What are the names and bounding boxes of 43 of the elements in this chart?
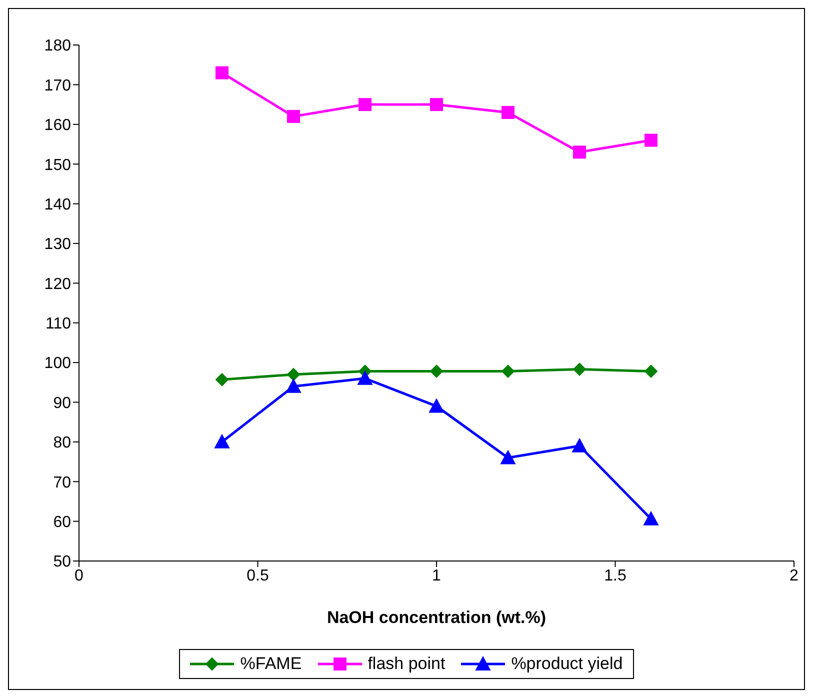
x-axis-title: NaOH concentration (wt.%) — [326, 608, 546, 627]
x-tick-label: 0.5 — [246, 567, 269, 584]
y-tick-label: 100 — [44, 355, 72, 372]
y-tick-label: 150 — [44, 156, 72, 174]
y-tick-label: 180 — [44, 38, 72, 55]
y-tick-label: 80 — [53, 434, 72, 452]
point — [500, 450, 516, 464]
point — [644, 511, 658, 526]
point — [286, 378, 301, 393]
point — [216, 373, 228, 386]
legend-label: %FAME — [240, 654, 302, 674]
legend-label: %product yield — [511, 654, 623, 674]
y-tick-label: 90 — [53, 394, 72, 412]
point — [502, 364, 514, 378]
y-tick-label: 160 — [44, 117, 72, 134]
point — [572, 438, 587, 452]
y-tick-label: 170 — [44, 77, 72, 94]
point — [358, 98, 372, 112]
x-tick-label: 0 — [74, 567, 84, 584]
point — [430, 98, 443, 112]
x-tick-label: 1 — [432, 567, 442, 584]
y-tick-label: 130 — [44, 236, 72, 254]
point — [287, 110, 300, 123]
legend-label: flash point — [368, 654, 446, 674]
x-tick-label: 2 — [790, 567, 799, 584]
point — [573, 146, 586, 159]
point — [644, 134, 658, 147]
point — [429, 398, 444, 413]
point — [214, 434, 230, 448]
y-tick-label: 50 — [53, 554, 72, 571]
point — [287, 368, 300, 381]
y-tick-label: 120 — [44, 276, 72, 293]
point — [430, 364, 443, 378]
x-tick-label: 1.5 — [604, 567, 626, 584]
point — [502, 106, 514, 119]
y-tick-label: 140 — [44, 196, 72, 214]
y-tick-label: 70 — [53, 474, 72, 492]
point — [573, 362, 586, 376]
point — [358, 370, 372, 385]
y-tick-label: 110 — [45, 316, 72, 333]
y-tick-label: 60 — [53, 514, 72, 531]
point — [644, 364, 658, 378]
point — [216, 66, 228, 80]
